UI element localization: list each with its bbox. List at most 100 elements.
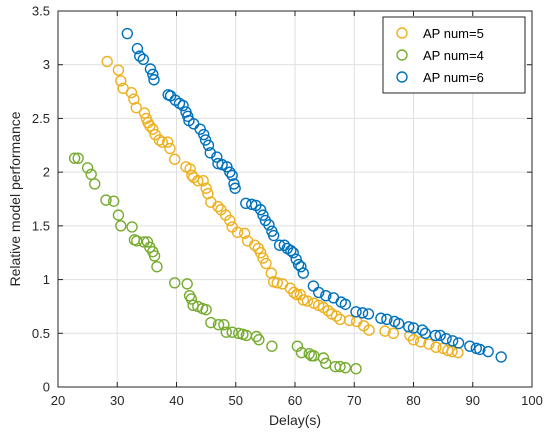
series-ap-num-6 [121,27,507,363]
data-point [495,351,507,363]
data-point [295,260,307,273]
data-point [100,194,112,206]
data-point [198,128,210,141]
data-point [224,214,236,227]
data-point [141,236,154,248]
legend: AP num=5 AP num=4 AP num=6 [382,16,526,94]
y-tick-label: 1.5 [32,218,50,233]
legend-label: AP num=6 [423,70,484,85]
legend-label: AP num=5 [423,26,484,41]
data-point [339,298,352,310]
data-point [147,68,159,81]
data-point [446,335,459,347]
series-ap-num-5 [101,55,464,359]
data-point [147,123,159,135]
data-point [112,64,125,76]
data-point [294,288,307,301]
data-point [301,295,314,307]
data-point [260,257,272,270]
x-tick-label: 80 [406,393,420,408]
data-point [238,227,251,240]
data-point [144,63,157,75]
y-tick-label: 2 [43,165,50,180]
data-point [148,74,160,86]
data-point [257,209,269,221]
data-point [313,286,325,299]
data-point [446,345,458,358]
legend-marker [396,49,408,61]
axes-frame [57,10,533,388]
y-axis-label: Relative model performance [7,111,23,286]
data-point [115,75,127,87]
data-point [267,229,280,242]
data-point [482,345,494,358]
data-point [414,336,427,348]
data-point [265,267,277,279]
data-point [197,175,209,187]
data-point [322,305,334,317]
x-tick-label: 60 [288,393,302,408]
data-point [169,153,181,165]
data-point [212,318,225,331]
data-point [330,310,343,322]
data-point [297,294,309,306]
legend-marker [396,71,408,83]
data-point [295,346,308,359]
data-point [125,86,138,99]
data-point [440,332,452,345]
data-point [343,314,356,327]
data-point [287,247,299,259]
data-point [403,321,415,333]
x-tick-label: 30 [110,393,124,408]
data-point [226,326,238,338]
data-point [429,329,442,342]
data-point [107,195,120,207]
data-point [226,169,238,182]
data-point [101,55,113,68]
data-point [334,360,346,373]
data-point [350,306,362,318]
data-point [220,326,232,338]
data-point [285,244,297,257]
data-point [271,277,283,289]
data-point [153,134,166,146]
data-point [148,250,161,262]
data-point [254,247,267,259]
data-point [464,340,476,352]
data-point [416,324,429,336]
data-point [138,107,151,119]
data-point [263,219,275,231]
y-tick-label: 0.5 [32,326,50,341]
legend-marker [396,27,408,39]
data-point [137,53,150,66]
data-point [121,27,134,40]
data-point [164,142,176,155]
data-point [134,50,146,62]
data-point [211,151,223,163]
data-point [228,178,240,190]
data-point [126,221,138,233]
data-point [72,152,84,164]
data-point [350,363,362,375]
x-tick-label: 40 [169,393,183,408]
data-point [218,318,230,331]
data-point [233,327,245,339]
data-point [297,267,309,279]
data-point [112,209,125,221]
data-point [200,303,212,316]
plot-border [57,10,533,388]
data-points [68,27,507,375]
data-point [229,182,241,194]
y-tick-label: 2.5 [32,111,50,126]
data-point [131,42,144,55]
x-axis-label: Delay(s) [269,412,321,428]
data-point [474,343,486,356]
data-point [128,93,140,105]
data-point [392,317,405,330]
data-point [115,220,127,232]
data-point [185,293,198,305]
x-tick-label: 100 [521,393,543,408]
legend-label: AP num=4 [423,48,484,63]
